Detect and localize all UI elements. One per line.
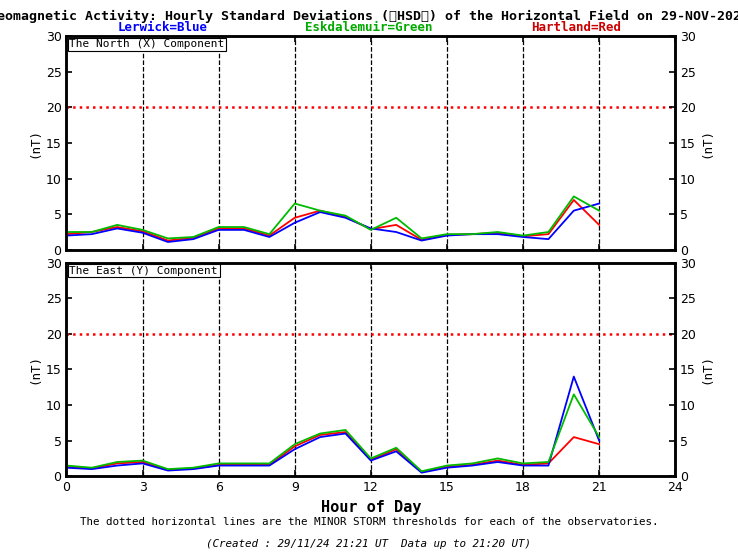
Y-axis label: (nT): (nT) xyxy=(700,128,713,158)
Text: The North (X) Component: The North (X) Component xyxy=(69,40,224,50)
Text: (Created : 29/11/24 21:21 UT  Data up to 21:20 UT): (Created : 29/11/24 21:21 UT Data up to … xyxy=(207,539,531,549)
Text: The East (Y) Component: The East (Y) Component xyxy=(69,266,218,276)
Text: Lerwick=Blue: Lerwick=Blue xyxy=(117,21,207,34)
Text: Eskdalemuir=Green: Eskdalemuir=Green xyxy=(306,21,432,34)
Text: Hartland=Red: Hartland=Red xyxy=(531,21,621,34)
Y-axis label: (nT): (nT) xyxy=(29,128,41,158)
Text: Geomagnetic Activity: Hourly Standard Deviations (​HSD​) of the Horizontal Field: Geomagnetic Activity: Hourly Standard De… xyxy=(0,10,738,23)
Text: The dotted horizontal lines are the MINOR STORM thresholds for each of the obser: The dotted horizontal lines are the MINO… xyxy=(80,517,658,527)
X-axis label: Hour of Day: Hour of Day xyxy=(320,500,421,515)
Y-axis label: (nT): (nT) xyxy=(700,354,713,384)
Y-axis label: (nT): (nT) xyxy=(29,354,41,384)
